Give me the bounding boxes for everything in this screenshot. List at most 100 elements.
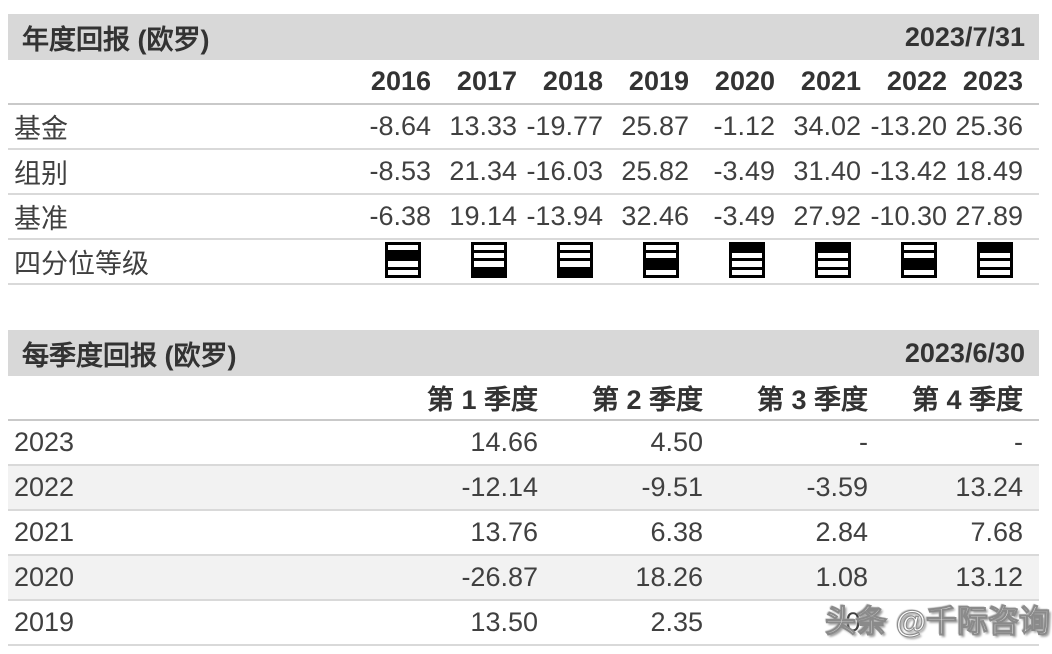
return-value: 32.46 bbox=[609, 194, 695, 240]
return-value: 25.36 bbox=[953, 104, 1039, 150]
annual-returns-table: 2016 2017 2018 2019 2020 2021 2022 2023 … bbox=[8, 60, 1039, 285]
return-value: 2.35 bbox=[544, 600, 709, 646]
return-value: -3.49 bbox=[695, 149, 781, 195]
year-column-header: 2018 bbox=[523, 60, 609, 105]
return-value: -13.94 bbox=[523, 194, 609, 240]
return-value: 27.89 bbox=[953, 194, 1039, 240]
return-value: -6.38 bbox=[351, 194, 437, 240]
return-value: 18.49 bbox=[953, 149, 1039, 195]
watermark: 头条 @千际咨询 bbox=[825, 596, 1051, 641]
row-label: 2023 bbox=[8, 420, 379, 466]
table-row-quartile-rank: 四分位等级 bbox=[8, 239, 1039, 285]
return-value: -19.77 bbox=[523, 104, 609, 150]
return-value: 13.33 bbox=[437, 104, 523, 150]
row-label: 基金 bbox=[8, 104, 351, 150]
row-label: 2020 bbox=[8, 555, 379, 601]
quarterly-returns-as-of-date: 2023/6/30 bbox=[904, 337, 1025, 368]
return-value: -3.59 bbox=[709, 465, 874, 511]
row-label: 2019 bbox=[8, 600, 379, 646]
year-column-header: 2016 bbox=[351, 60, 437, 105]
quartile-cell bbox=[781, 239, 867, 285]
return-value bbox=[874, 600, 1039, 646]
quartile-cell bbox=[437, 239, 523, 285]
return-value: -12.14 bbox=[379, 465, 544, 511]
return-value: -13.42 bbox=[867, 149, 953, 195]
quartile-cell bbox=[351, 239, 437, 285]
return-value: 7.68 bbox=[874, 510, 1039, 556]
table-row-category: 组别 -8.53 21.34 -16.03 25.82 -3.49 31.40 … bbox=[8, 149, 1039, 195]
return-value: 13.50 bbox=[379, 600, 544, 646]
annual-returns-section: 年度回报 (欧罗) 2023/7/31 2016 2017 2018 2019 … bbox=[8, 14, 1039, 285]
quarter-column-header: 第 2 季度 bbox=[544, 376, 709, 421]
table-row-benchmark: 基准 -6.38 19.14 -13.94 32.46 -3.49 27.92 … bbox=[8, 194, 1039, 240]
quartile-rank-icon bbox=[901, 241, 937, 278]
empty-corner-cell bbox=[8, 376, 379, 421]
return-value: 14.66 bbox=[379, 420, 544, 466]
row-label: 四分位等级 bbox=[8, 239, 351, 285]
quartile-cell bbox=[695, 239, 781, 285]
quarterly-header-row: 第 1 季度 第 2 季度 第 3 季度 第 4 季度 bbox=[8, 376, 1039, 421]
quartile-rank-icon bbox=[385, 241, 421, 278]
quartile-cell bbox=[523, 239, 609, 285]
return-value: -8.53 bbox=[351, 149, 437, 195]
quartile-rank-icon bbox=[643, 241, 679, 278]
table-row-2019: 2019 13.50 2.35 0. bbox=[8, 600, 1039, 646]
annual-returns-as-of-date: 2023/7/31 bbox=[904, 21, 1025, 52]
quartile-cell bbox=[953, 239, 1039, 285]
return-value: 19.14 bbox=[437, 194, 523, 240]
return-value: 0. bbox=[709, 600, 874, 646]
return-value: 18.26 bbox=[544, 555, 709, 601]
return-value: -16.03 bbox=[523, 149, 609, 195]
return-value: 25.82 bbox=[609, 149, 695, 195]
quartile-cell bbox=[867, 239, 953, 285]
return-value: 34.02 bbox=[781, 104, 867, 150]
quartile-cell bbox=[609, 239, 695, 285]
return-value: - bbox=[874, 420, 1039, 466]
annual-returns-title: 年度回报 (欧罗) bbox=[22, 24, 210, 55]
return-value: -10.30 bbox=[867, 194, 953, 240]
return-value: 6.38 bbox=[544, 510, 709, 556]
table-row-fund: 基金 -8.64 13.33 -19.77 25.87 -1.12 34.02 … bbox=[8, 104, 1039, 150]
quartile-rank-icon bbox=[471, 241, 507, 278]
row-label: 组别 bbox=[8, 149, 351, 195]
quarter-column-header: 第 4 季度 bbox=[874, 376, 1039, 421]
quarterly-returns-section: 每季度回报 (欧罗) 2023/6/30 第 1 季度 第 2 季度 第 3 季… bbox=[8, 330, 1039, 646]
watermark-text: 头条 @千际咨询 bbox=[825, 604, 1051, 640]
quarterly-returns-header: 每季度回报 (欧罗) 2023/6/30 bbox=[8, 330, 1039, 376]
year-column-header: 2017 bbox=[437, 60, 523, 105]
return-value: 21.34 bbox=[437, 149, 523, 195]
table-row-2020: 2020 -26.87 18.26 1.08 13.12 bbox=[8, 555, 1039, 601]
return-value: 13.12 bbox=[874, 555, 1039, 601]
return-value: 13.24 bbox=[874, 465, 1039, 511]
row-label: 基准 bbox=[8, 194, 351, 240]
quarter-column-header: 第 1 季度 bbox=[379, 376, 544, 421]
return-value: -8.64 bbox=[351, 104, 437, 150]
quarterly-returns-title: 每季度回报 (欧罗) bbox=[22, 340, 237, 371]
row-label: 2022 bbox=[8, 465, 379, 511]
row-label: 2021 bbox=[8, 510, 379, 556]
year-column-header: 2020 bbox=[695, 60, 781, 105]
return-value: 31.40 bbox=[781, 149, 867, 195]
year-column-header: 2021 bbox=[781, 60, 867, 105]
year-column-header: 2023 bbox=[953, 60, 1039, 105]
return-value: 27.92 bbox=[781, 194, 867, 240]
table-row-2023: 2023 14.66 4.50 - - bbox=[8, 420, 1039, 466]
return-value: 1.08 bbox=[709, 555, 874, 601]
quartile-rank-icon bbox=[557, 241, 593, 278]
return-value: -9.51 bbox=[544, 465, 709, 511]
fund-returns-report: 年度回报 (欧罗) 2023/7/31 2016 2017 2018 2019 … bbox=[8, 14, 1039, 646]
return-value: -1.12 bbox=[695, 104, 781, 150]
quarterly-returns-table: 第 1 季度 第 2 季度 第 3 季度 第 4 季度 2023 14.66 4… bbox=[8, 376, 1039, 646]
annual-returns-header: 年度回报 (欧罗) 2023/7/31 bbox=[8, 14, 1039, 60]
return-value: 25.87 bbox=[609, 104, 695, 150]
return-value: -3.49 bbox=[695, 194, 781, 240]
year-column-header: 2022 bbox=[867, 60, 953, 105]
return-value: -26.87 bbox=[379, 555, 544, 601]
quartile-rank-icon bbox=[815, 241, 851, 278]
quartile-rank-icon bbox=[729, 241, 765, 278]
annual-header-row: 2016 2017 2018 2019 2020 2021 2022 2023 bbox=[8, 60, 1039, 105]
quartile-rank-icon bbox=[977, 241, 1013, 278]
table-row-2021: 2021 13.76 6.38 2.84 7.68 bbox=[8, 510, 1039, 556]
quarter-column-header: 第 3 季度 bbox=[709, 376, 874, 421]
return-value: 2.84 bbox=[709, 510, 874, 556]
